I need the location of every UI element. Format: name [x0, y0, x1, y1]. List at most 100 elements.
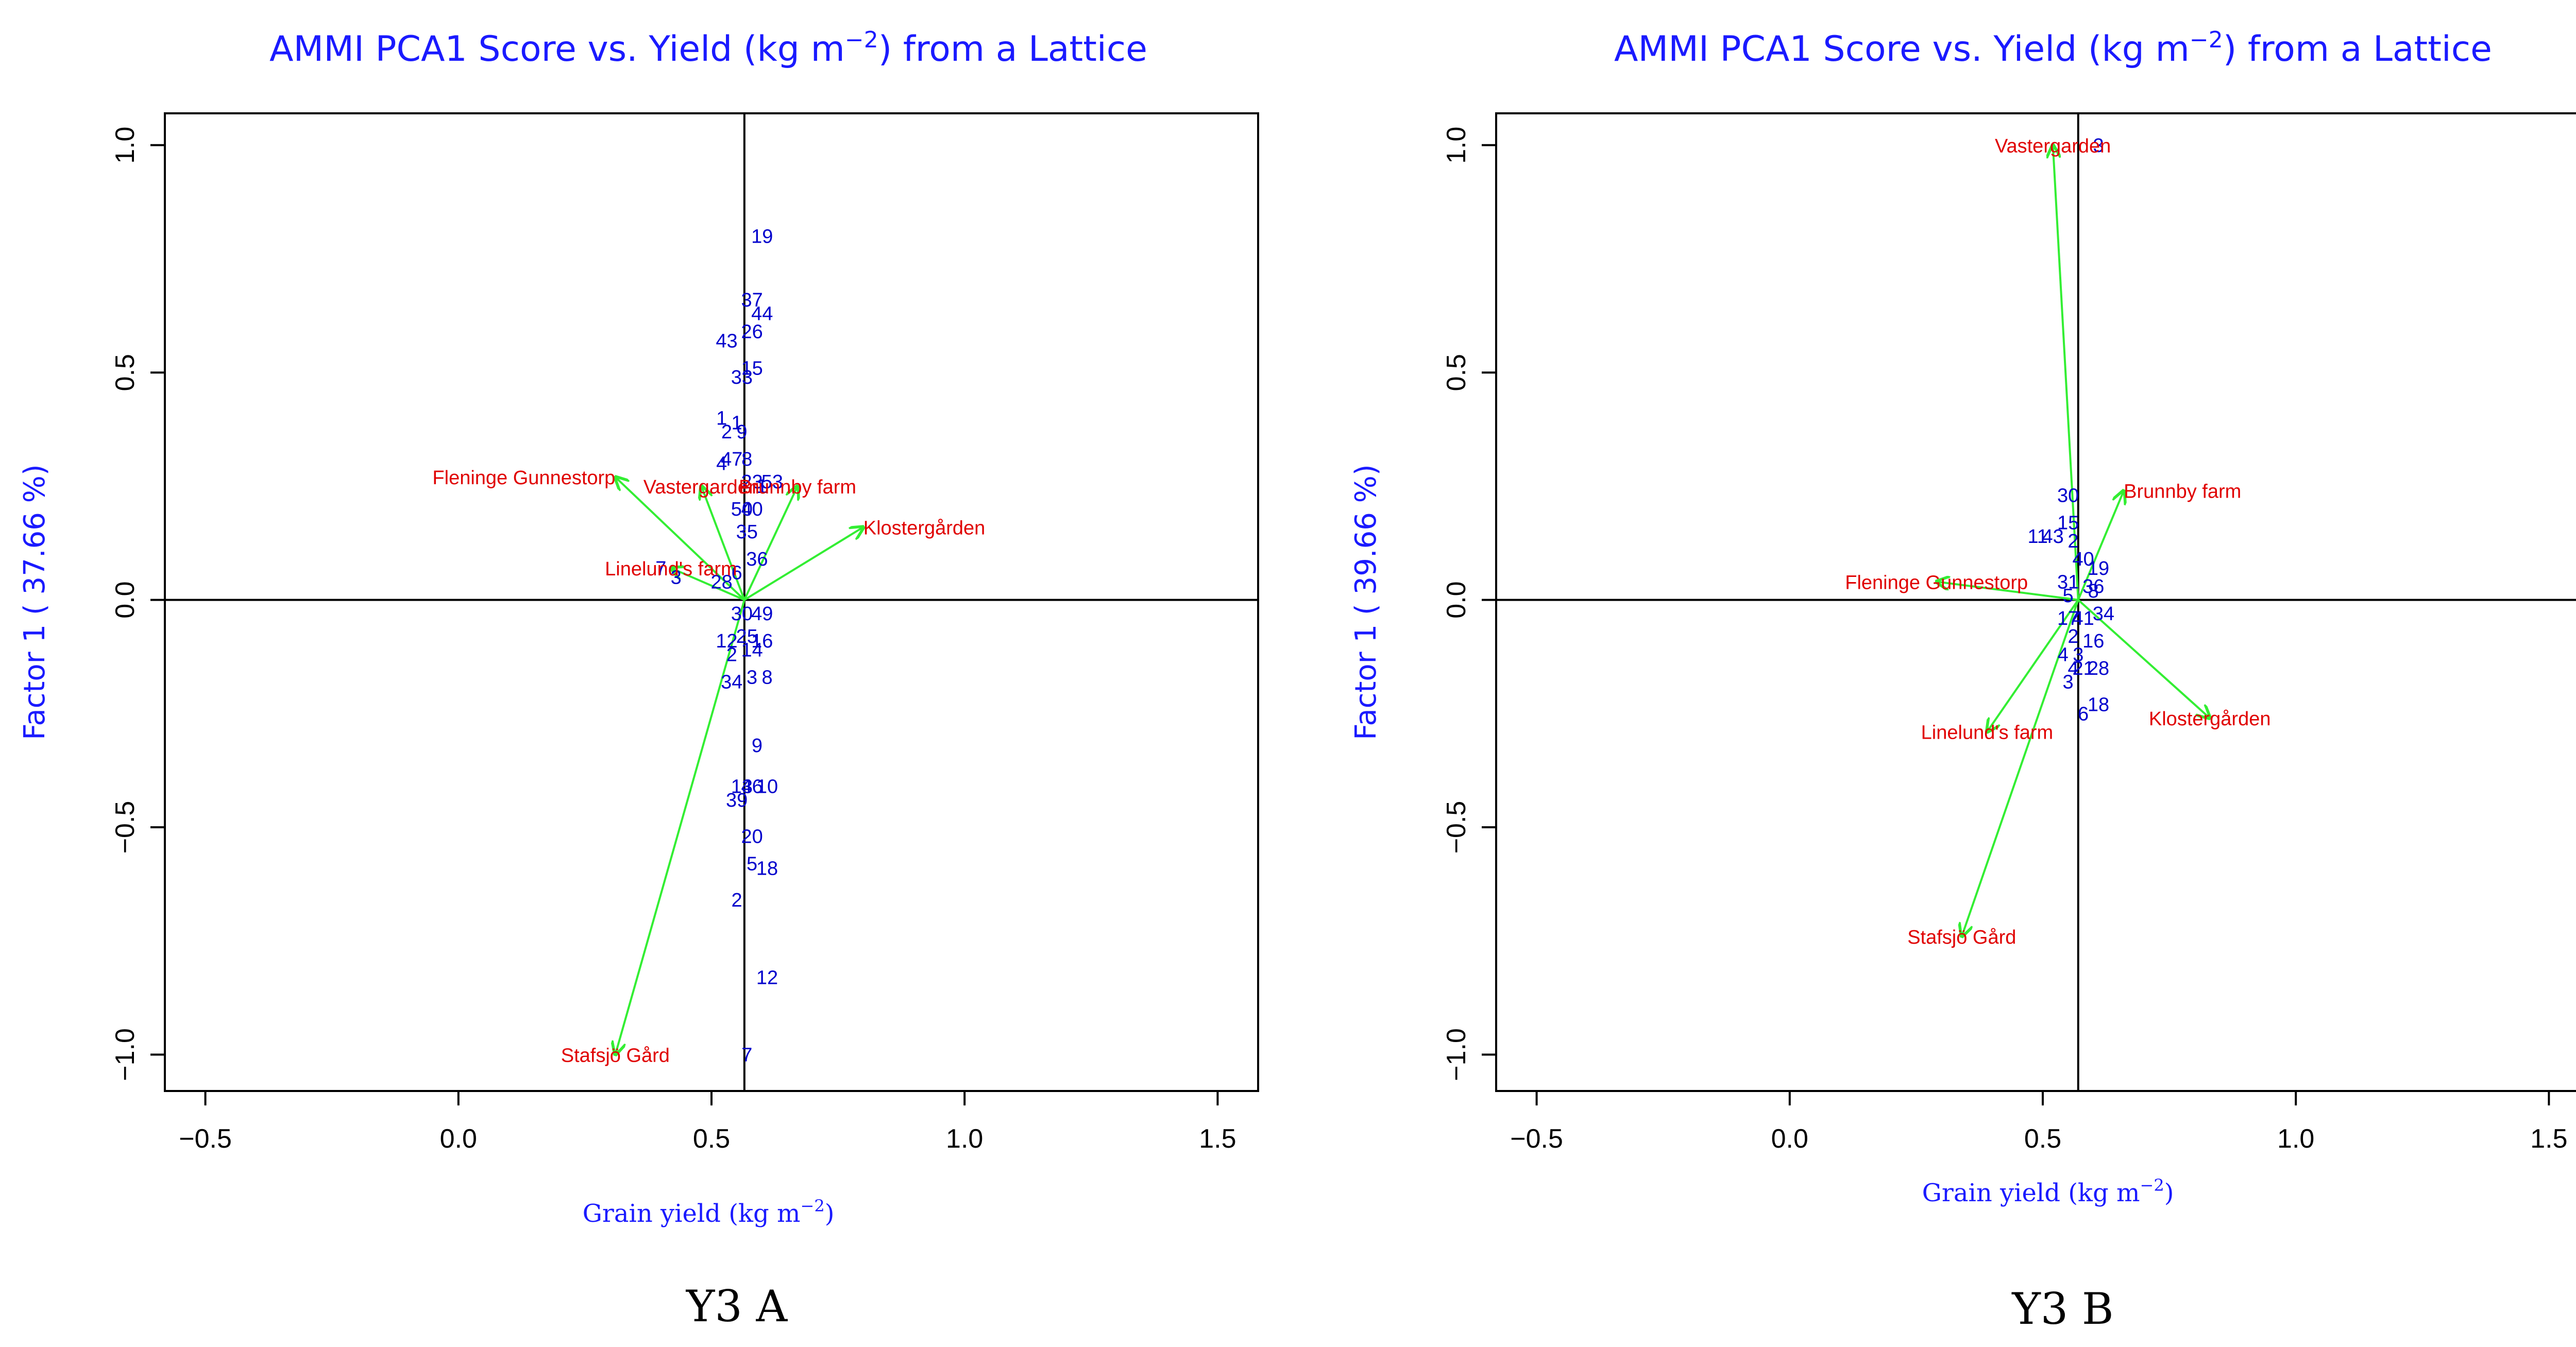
x-tick-label: 0.5: [2024, 1124, 2061, 1154]
environment-label: Vastergarden: [1995, 135, 2111, 157]
environment-vector: [615, 477, 745, 601]
genotype-label: 25: [736, 626, 758, 647]
environment-label: Stafsjö Gård: [1907, 927, 2016, 948]
genotype-label: 18: [2088, 694, 2109, 716]
panel-a: AMMI PCA1 Score vs. Yield (kg m−2) from …: [18, 27, 1259, 1332]
genotype-label: 23: [741, 471, 762, 493]
environment-vector: [743, 486, 798, 601]
genotype-label: 28: [711, 571, 733, 593]
genotype-label: 50: [731, 499, 753, 520]
environment-label: Fleninge Gunnestorp: [1845, 572, 2028, 593]
panel-a-label: Y3 A: [686, 1281, 788, 1332]
environment-label: Klostergården: [2149, 708, 2271, 730]
panel-b-ylabel: Factor 1 ( 39.66 %): [1349, 464, 1383, 740]
panel-b-plot: −0.5 0.0 0.5 1.0 1.5 −1.0 −0.5 0.0 0.5 1.0 3 30 15 11…: [1442, 113, 2576, 1154]
genotype-label: 4: [2067, 658, 2078, 679]
genotype-label: 3: [747, 667, 757, 689]
genotype-label: 28: [2088, 658, 2109, 679]
environment-vector: [1937, 582, 2079, 601]
genotype-label: 3: [2093, 135, 2104, 157]
genotype-label: 19: [751, 226, 773, 247]
genotype-label: 16: [2082, 630, 2104, 652]
environment-label: Klostergården: [863, 517, 986, 539]
genotype-label: 21: [2072, 658, 2094, 679]
genotype-label: 12: [716, 630, 737, 652]
genotype-label: 4: [716, 453, 727, 475]
genotype-label: 47: [721, 449, 742, 470]
genotype-label: 3: [2073, 644, 2083, 666]
genotype-label: 8: [2088, 581, 2099, 602]
genotype-label: 40: [2072, 549, 2094, 570]
environment-vector: [2077, 491, 2124, 601]
environment-vector: [743, 527, 863, 601]
genotype-label: 2: [732, 890, 742, 911]
genotype-label: 10: [756, 776, 778, 798]
panel-b-label: Y3 B: [2011, 1284, 2113, 1334]
genotype-label: 15: [741, 357, 762, 379]
genotype-label: 12: [756, 967, 778, 988]
environment-label: Fleninge Gunnestorp: [432, 467, 615, 489]
genotype-label: 15: [2057, 513, 2079, 534]
genotype-label: 9: [736, 421, 747, 443]
y-tick-label: 0.5: [110, 354, 140, 391]
panel-b-xlabel: Grain yield (kg m−2): [1922, 1175, 2174, 1207]
x-tick-label: 0.0: [440, 1124, 477, 1154]
x-tick-label: 1.0: [2277, 1124, 2314, 1154]
panel-b-title: AMMI PCA1 Score vs. Yield (kg m−2) from …: [1614, 27, 2492, 70]
genotype-label: 6: [732, 562, 742, 584]
environment-label: Linelund's farm: [1921, 722, 2054, 744]
environment-vector: [1962, 599, 2079, 936]
genotype-label: 13: [731, 776, 753, 798]
genotype-label: 8: [741, 449, 752, 470]
environment-label: Vastergarden: [643, 476, 759, 498]
x-tick-label: 0.5: [693, 1124, 730, 1154]
y-tick-label: 0.5: [1442, 354, 1471, 391]
genotype-label: 36: [2082, 576, 2104, 598]
environment-vector: [671, 568, 745, 601]
genotype-label: 53: [761, 471, 783, 493]
environment-label: Linelund's farm: [605, 558, 737, 580]
genotype-label: 30: [731, 603, 753, 625]
environment-vector: [1987, 599, 2079, 732]
genotype-label: 30: [2057, 485, 2079, 507]
y-tick-label: −1.0: [1442, 1028, 1471, 1081]
genotype-label: 40: [741, 499, 762, 520]
genotype-label: 43: [716, 330, 737, 352]
genotype-label: 34: [721, 671, 742, 693]
genotype-label: 3: [2063, 671, 2074, 693]
genotype-label: 8: [761, 667, 772, 689]
genotype-label: 31: [2057, 571, 2079, 593]
x-tick-label: 1.0: [946, 1124, 983, 1154]
panel-a-plot: −0.5 0.0 0.5 1.0 1.5−1.0−0.50.00.51.01937442…: [110, 113, 1258, 1154]
y-tick-label: −1.0: [110, 1028, 140, 1081]
genotype-label: 20: [741, 826, 762, 848]
genotype-label: 43: [2042, 526, 2064, 548]
genotype-label: 39: [726, 790, 748, 811]
genotype-label: 2: [2067, 531, 2078, 552]
genotype-label: 2: [2067, 626, 2078, 647]
panel-a-xlabel: Grain yield (kg m−2): [583, 1196, 835, 1228]
y-tick-label: −0.5: [1442, 801, 1471, 854]
y-tick-label: 0.0: [1442, 581, 1471, 618]
x-tick-label: 1.5: [1199, 1124, 1236, 1154]
environment-vector: [2077, 599, 2210, 719]
genotype-label: 5: [747, 854, 757, 875]
genotype-label: 6: [2078, 703, 2089, 725]
y-tick-label: 1.0: [1442, 127, 1471, 164]
genotype-label: 33: [731, 367, 753, 388]
y-tick-label: 0.0: [110, 581, 140, 618]
genotype-label: 7: [741, 1044, 752, 1066]
genotype-label: 2: [721, 421, 732, 443]
x-tick-label: 0.0: [1771, 1124, 1808, 1154]
genotype-label: 7: [655, 558, 666, 579]
genotype-label: 1: [716, 407, 727, 429]
genotype-label: 18: [756, 858, 778, 879]
genotype-label: 46: [741, 776, 762, 798]
genotype-label: 2: [726, 644, 737, 666]
environment-vector: [615, 600, 745, 1055]
genotype-label: 36: [746, 549, 768, 570]
genotype-label: 9: [752, 735, 762, 757]
genotype-label: 3: [671, 567, 682, 588]
environment-vector: [2053, 145, 2079, 600]
